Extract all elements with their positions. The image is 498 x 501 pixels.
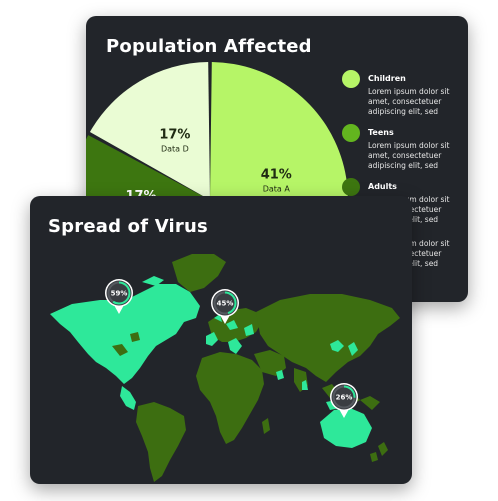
pie-category-label: Data D: [161, 145, 189, 154]
marker-percent-label: 59%: [111, 290, 128, 298]
legend-item-children: Children Lorem ipsum dolor sit amet, con…: [342, 70, 462, 124]
world-map: 59% 45% 26%: [50, 254, 400, 482]
legend-description: Lorem ipsum dolor sit amet, consectetuer…: [368, 141, 450, 170]
map-marker-europe[interactable]: 45%: [211, 289, 239, 324]
marker-pin: [339, 409, 349, 418]
legend-name: Teens: [368, 128, 394, 137]
marker-percent-label: 45%: [217, 300, 234, 308]
legend-dot-teens: [342, 124, 360, 142]
marker-pin: [220, 315, 230, 324]
north-america-region: [50, 276, 200, 410]
marker-inner: [331, 384, 357, 410]
population-card-title: Population Affected: [106, 36, 312, 57]
middle-east-region: [254, 350, 286, 376]
map-marker-north-america[interactable]: 59%: [105, 279, 133, 314]
marker-ring-progress: [213, 291, 237, 315]
pie-percent-label: 41%: [261, 168, 292, 183]
map-marker-australia[interactable]: 26%: [330, 383, 358, 418]
australia-region: [320, 408, 388, 462]
spread-of-virus-card: Spread of Virus: [30, 196, 412, 484]
africa-region: [196, 352, 264, 444]
south-america-region: [136, 402, 186, 482]
legend-description: Lorem ipsum dolor sit amet, consectetuer…: [368, 87, 450, 116]
europe-region: [206, 308, 262, 354]
marker-ring-progress: [332, 385, 356, 409]
marker-percent-label: 26%: [336, 394, 353, 402]
legend-item-teens: Teens Lorem ipsum dolor sit amet, consec…: [342, 124, 462, 178]
pie-percent-label: 17%: [159, 128, 190, 143]
asia-region: [256, 294, 400, 392]
spread-card-title: Spread of Virus: [48, 216, 208, 237]
greenland-region: [172, 254, 226, 292]
marker-pin: [114, 305, 124, 314]
legend-dot-adults: [342, 178, 360, 196]
marker-ring-progress: [107, 281, 131, 305]
pie-slice-data-d: [89, 62, 210, 200]
pie-category-label: Data A: [263, 185, 291, 194]
legend-name: Children: [368, 74, 406, 83]
marker-inner: [212, 290, 238, 316]
legend-name: Adults: [368, 182, 397, 191]
legend-dot-children: [342, 70, 360, 88]
marker-inner: [106, 280, 132, 306]
